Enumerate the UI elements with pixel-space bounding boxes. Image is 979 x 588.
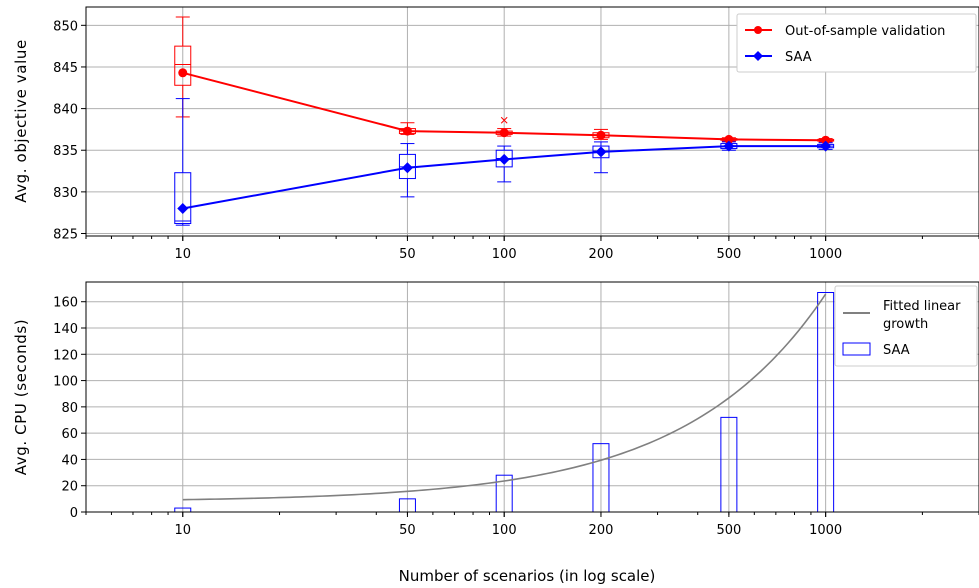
series-point-diamond <box>820 140 832 152</box>
bottom-plot-frame <box>85 281 979 513</box>
top-x-tick-label: 500 <box>716 247 741 262</box>
x-axis-label: Number of scenarios (in log scale) <box>399 567 656 585</box>
top-series-lines <box>177 68 832 215</box>
top-plot-frame <box>85 6 979 237</box>
series-point-diamond <box>498 153 510 165</box>
series-point-circle <box>821 135 831 145</box>
series-line-circle <box>182 71 826 142</box>
series-point-diamond <box>723 140 735 152</box>
legend-saa-marker <box>753 51 763 61</box>
series-point-circle <box>499 128 509 138</box>
series-point-circle <box>178 68 188 78</box>
top-y-tick-label: 835 <box>53 144 78 159</box>
legend-saa-label: SAA <box>785 50 812 65</box>
bottom-fitted-curve-group <box>182 293 827 501</box>
top-x-tick-label: 100 <box>492 247 517 262</box>
top-y-tick-label: 825 <box>53 228 78 243</box>
top-x-tick-label: 10 <box>174 247 191 262</box>
top-x-tick-label: 200 <box>589 247 614 262</box>
series-point-circle <box>596 130 606 140</box>
bottom-y-tick-label: 60 <box>61 427 78 442</box>
boxplot-outlier <box>500 116 508 124</box>
top-y-tick-label: 845 <box>53 61 78 76</box>
series-line-diamond <box>182 145 826 210</box>
top-x-tick-label: 50 <box>399 247 416 262</box>
bottom-y-tick-label: 160 <box>53 296 78 311</box>
bottom-x-tick-label: 10 <box>174 523 191 538</box>
bottom-axes: 0 20 40 60 80 100 120 140 160 10 50 100 200 500 1000 <box>53 281 979 538</box>
bottom-x-tick-label: 50 <box>399 523 416 538</box>
series-point-circle <box>724 134 734 144</box>
legend-saa-bar-swatch <box>842 342 871 356</box>
top-axes: 825 830 835 840 845 850 10 50 100 200 500 1000 <box>53 6 979 262</box>
top-x-tick-label: 1000 <box>809 247 842 262</box>
bottom-x-tick-label: 500 <box>716 523 741 538</box>
bottom-legend: Fitted linear growth SAA <box>834 285 978 367</box>
top-y-tick-label: 840 <box>53 103 78 118</box>
top-y-axis-label: Avg. objective value <box>12 39 30 203</box>
top-legend: Out-of-sample validation SAA <box>736 13 977 73</box>
series-point-circle <box>402 126 412 136</box>
legend-oos-label: Out-of-sample validation <box>785 24 945 39</box>
bottom-x-tick-label: 100 <box>492 523 517 538</box>
bottom-y-axis-label: Avg. CPU (seconds) <box>12 319 30 475</box>
legend-fitted-label-line1: Fitted linear <box>883 299 961 314</box>
bottom-y-tick-label: 120 <box>53 348 78 363</box>
bottom-y-tick-label: 80 <box>61 401 78 416</box>
legend-saa-bar-label: SAA <box>883 343 910 358</box>
bottom-y-tick-label: 100 <box>53 375 78 390</box>
top-y-tick-label: 850 <box>53 19 78 34</box>
bottom-y-tick-label: 140 <box>53 322 78 337</box>
series-point-diamond <box>595 146 607 158</box>
top-legend-frame <box>736 13 977 73</box>
series-point-diamond <box>177 203 189 215</box>
series-point-diamond <box>401 162 413 174</box>
legend-fitted-label-line2: growth <box>883 317 928 332</box>
bottom-y-tick-label: 20 <box>61 480 78 495</box>
legend-oos-marker <box>754 26 762 34</box>
top-y-tick-label: 830 <box>53 186 78 201</box>
bottom-x-tick-label: 200 <box>589 523 614 538</box>
bottom-y-tick-label: 0 <box>70 506 78 521</box>
fitted-curve <box>182 293 827 501</box>
bottom-y-tick-label: 40 <box>61 453 78 468</box>
bottom-x-tick-label: 1000 <box>809 523 842 538</box>
